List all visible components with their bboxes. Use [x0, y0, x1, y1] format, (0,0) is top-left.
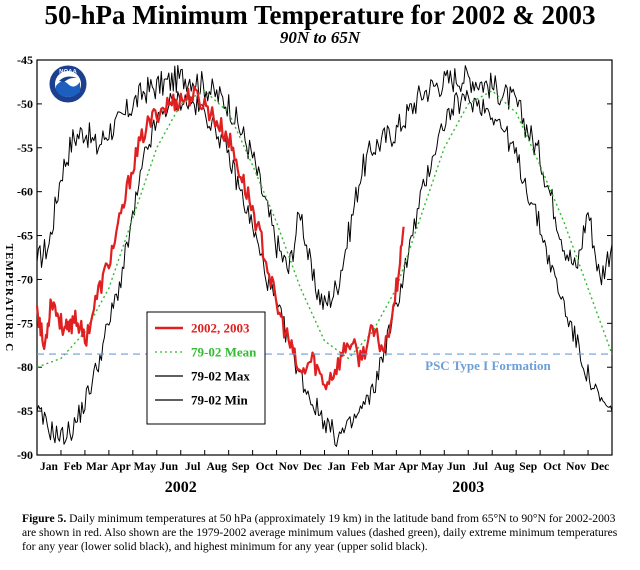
x-tick-label: Jul	[185, 461, 200, 473]
x-tick-label: Apr	[111, 461, 131, 473]
year-label: 2002	[165, 479, 197, 496]
legend: 2002, 2003 79-02 Mean 79-02 Max 79-02 Min	[146, 311, 266, 425]
psc-reference-label: PSC Type I Formation	[425, 358, 551, 373]
y-tick-label: -45	[17, 53, 33, 67]
x-tick-label: Aug	[206, 461, 227, 473]
y-tick-label: -90	[17, 448, 33, 462]
y-tick-label: -50	[17, 97, 33, 111]
x-tick-label: Feb	[351, 461, 370, 473]
x-tick-label: Aug	[494, 461, 515, 473]
legend-label: 79-02 Min	[191, 393, 248, 408]
figure-caption: Figure 5. Daily minimum temperatures at …	[22, 512, 628, 554]
legend-label: 2002, 2003	[191, 321, 250, 336]
x-tick-label: Sep	[519, 461, 537, 473]
x-tick-label: Mar	[86, 461, 108, 473]
y-tick-label: -80	[17, 360, 33, 374]
legend-box	[146, 311, 266, 425]
y-tick-label: -75	[17, 316, 33, 330]
x-tick-label: Jul	[473, 461, 488, 473]
series-line-2002-2003	[35, 85, 405, 391]
y-tick-label: -70	[17, 272, 33, 286]
x-tick-label: May	[134, 461, 157, 473]
psc-reference-layer: PSC Type I Formation	[37, 353, 612, 373]
x-tick-label: Oct	[256, 461, 274, 473]
noaa-logo-icon: NOAA	[48, 64, 88, 104]
series-line-79-02-mean	[36, 90, 613, 368]
x-tick-label: Mar	[374, 461, 396, 473]
x-tick-label: Apr	[398, 461, 418, 473]
y-tick-label: -60	[17, 185, 33, 199]
caption-text: Daily minimum temperatures at 50 hPa (ap…	[22, 512, 618, 553]
series-line-79-02-min	[36, 90, 613, 447]
y-tick-label: -85	[17, 404, 33, 418]
x-tick-label: Oct	[543, 461, 561, 473]
x-tick-label: Dec	[303, 461, 322, 473]
plot-frame	[36, 59, 613, 456]
x-tick-label: Jun	[447, 461, 466, 473]
x-tick-label: Nov	[279, 461, 299, 473]
series-layer	[35, 64, 613, 447]
x-tick-label: Jan	[40, 461, 59, 473]
series-line-79-02-max	[36, 64, 613, 310]
x-tick-label: Jan	[328, 461, 347, 473]
x-tick-label: May	[421, 461, 444, 473]
legend-label: 79-02 Mean	[191, 345, 257, 360]
chart-title: 50-hPa Minimum Temperature for 2002 & 20…	[44, 0, 596, 30]
noaa-logo-text: NOAA	[59, 70, 77, 76]
x-tick-label: Sep	[232, 461, 250, 473]
y-tick-label: -55	[17, 141, 33, 155]
legend-label: 79-02 Max	[191, 369, 250, 384]
year-label: 2003	[452, 479, 484, 496]
y-tick-label: -65	[17, 229, 33, 243]
chart-subtitle: 90N to 65N	[279, 28, 361, 47]
x-tick-label: Feb	[64, 461, 83, 473]
x-tick-label: Dec	[591, 461, 610, 473]
caption-label: Figure 5.	[22, 512, 67, 525]
x-tick-label: Nov	[566, 461, 586, 473]
x-tick-label: Jun	[159, 461, 178, 473]
